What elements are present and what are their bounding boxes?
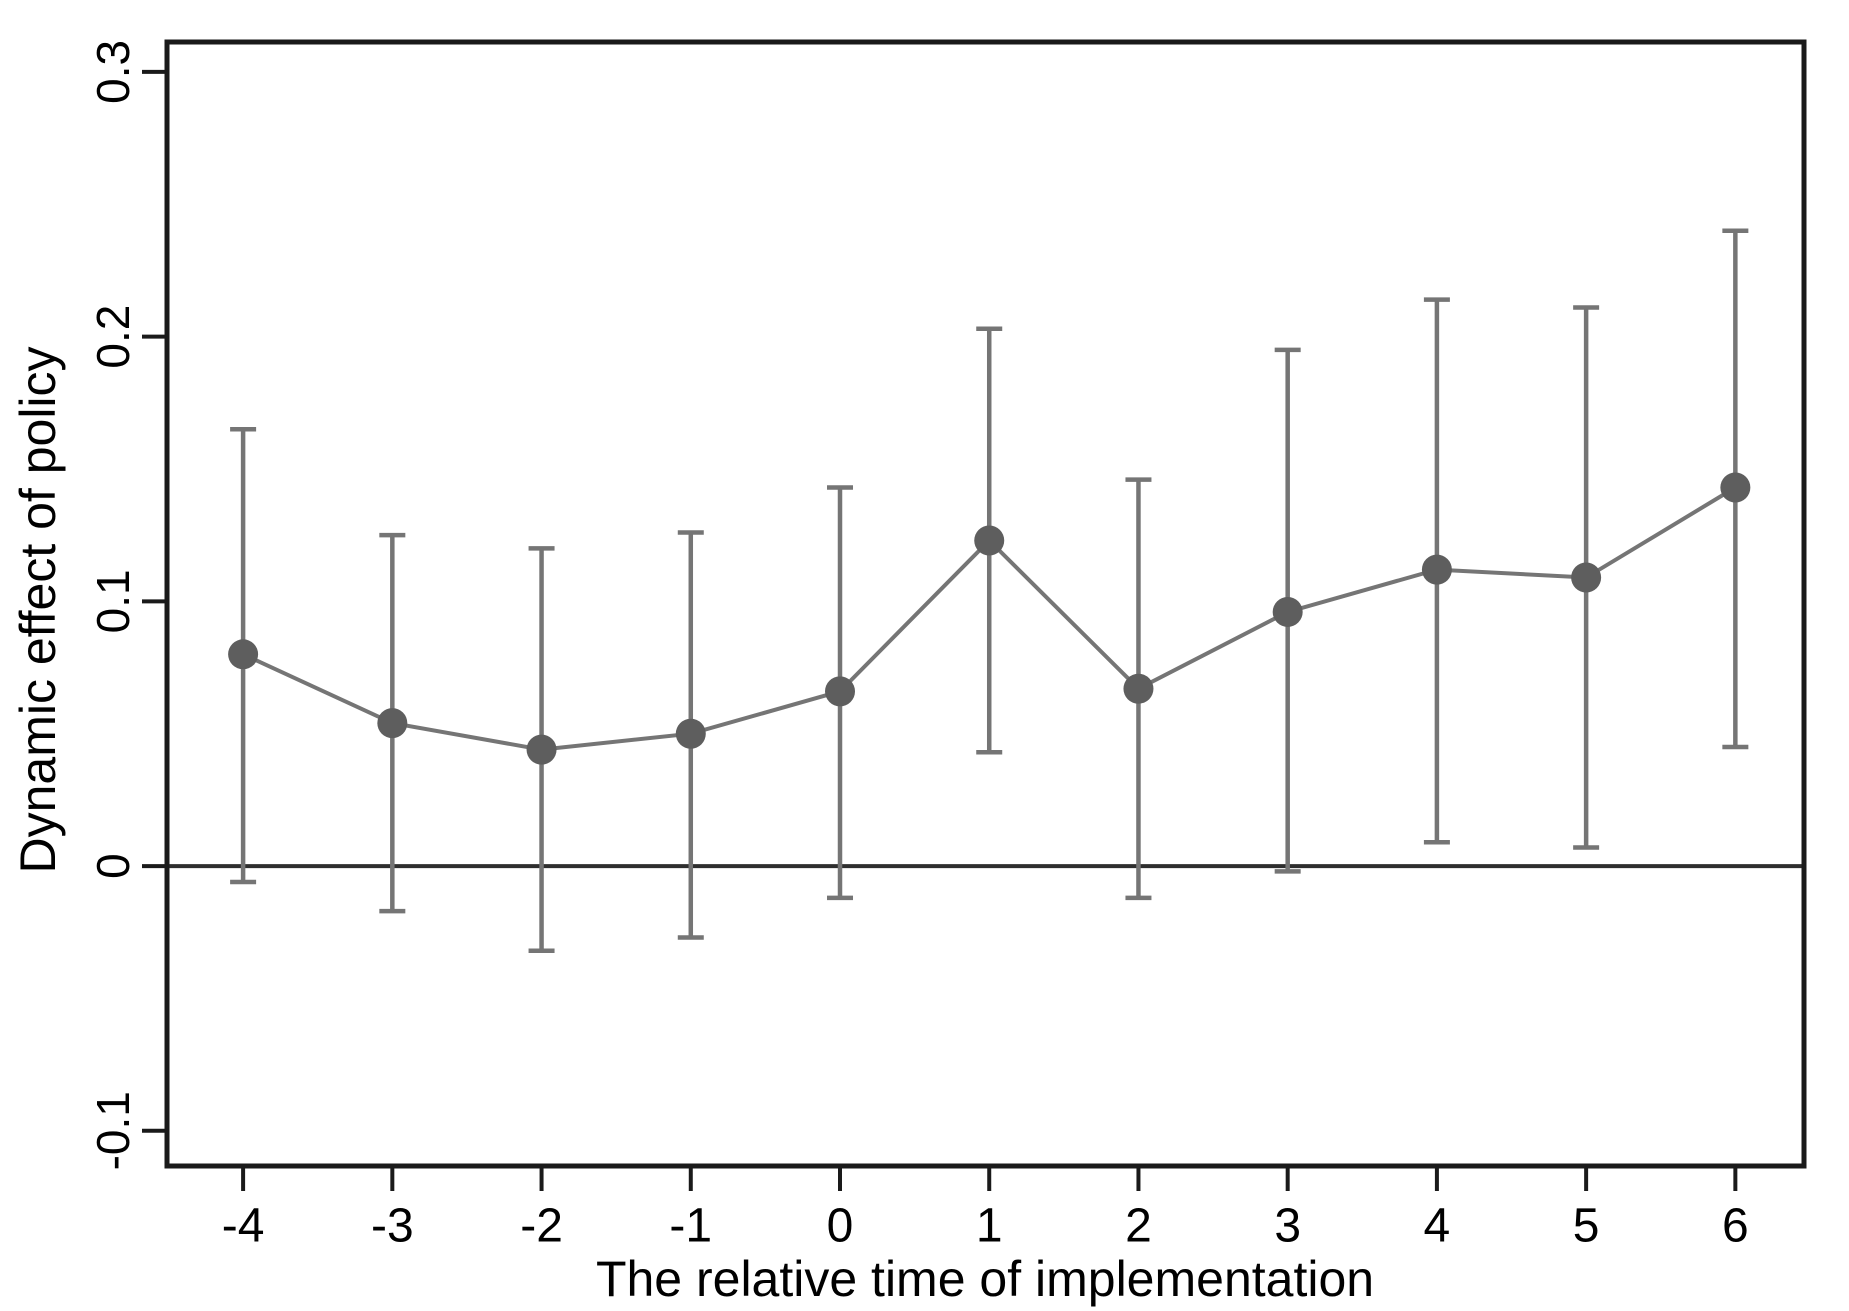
estimate-marker [1272, 596, 1303, 627]
estimate-marker [1571, 562, 1602, 593]
x-tick-label: 1 [976, 1200, 1003, 1253]
x-tick-label: -3 [371, 1200, 414, 1253]
plot-frame [164, 39, 1807, 1169]
x-tick-label: -4 [222, 1200, 265, 1253]
estimate-marker [974, 525, 1005, 556]
x-axis-title: The relative time of implementation [596, 1251, 1374, 1307]
y-tick-label: 0.2 [87, 305, 139, 369]
x-tick-label: 2 [1125, 1200, 1152, 1253]
x-tick-label: 6 [1722, 1200, 1749, 1253]
y-tick-label: -0.1 [87, 1091, 139, 1170]
estimate-marker [228, 639, 259, 670]
estimate-marker [825, 676, 856, 707]
y-axis-title: Dynamic effect of policy [10, 346, 66, 873]
estimate-marker [526, 734, 557, 765]
estimate-marker [1421, 554, 1452, 585]
x-tick-label: 0 [827, 1200, 854, 1253]
estimate-marker [1123, 673, 1154, 704]
x-tick-label: -2 [520, 1200, 563, 1253]
y-tick-label: 0.3 [87, 40, 139, 104]
x-tick-label: 5 [1573, 1200, 1600, 1253]
x-tick-label: 4 [1424, 1200, 1451, 1253]
y-tick-label: 0.1 [87, 569, 139, 633]
estimate-marker [377, 708, 408, 739]
x-tick-label: -1 [669, 1200, 712, 1253]
estimate-marker [1720, 472, 1751, 503]
estimate-marker [675, 718, 706, 749]
x-tick-label: 3 [1274, 1200, 1301, 1253]
y-tick-label: 0 [87, 853, 139, 879]
